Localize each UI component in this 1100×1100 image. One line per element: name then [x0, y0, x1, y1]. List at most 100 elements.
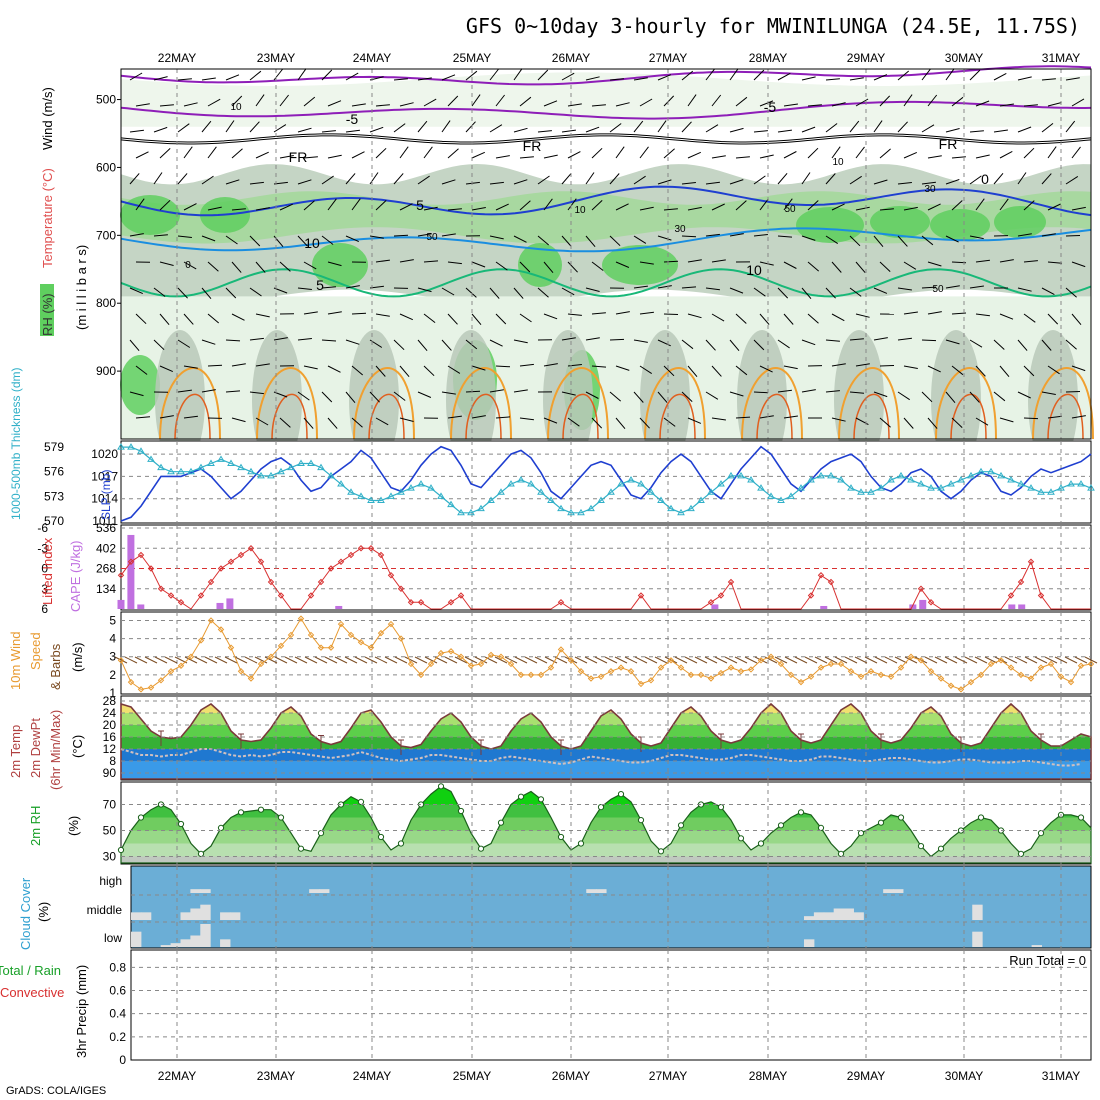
- wind-barb: [154, 656, 168, 664]
- wind-barb: [1071, 313, 1082, 326]
- rh-point: [737, 835, 745, 842]
- wind-barb: [711, 203, 725, 211]
- wind-barb: [1047, 102, 1062, 107]
- rh-point: [657, 848, 665, 855]
- wind-barb: [519, 261, 531, 273]
- wind-barb: [441, 233, 456, 237]
- wind-barb: [1023, 260, 1038, 263]
- wind-barb: [711, 365, 722, 377]
- rh-point: [857, 830, 865, 837]
- wind-barb: [543, 313, 558, 320]
- temp-contour-15: [644, 367, 706, 440]
- wind-barb: [537, 287, 549, 298]
- wind-barb: [873, 337, 888, 341]
- temp-contour-20: [562, 393, 599, 440]
- wind-barb: [303, 365, 318, 370]
- wind-barb: [945, 391, 956, 404]
- wind-barb: [537, 235, 550, 246]
- wind-barb: [849, 338, 864, 341]
- wind-barb: [825, 339, 840, 342]
- rh-point: [757, 840, 765, 847]
- temp2m-label-2: 2m DewPt: [28, 718, 43, 778]
- thickness-point: [767, 492, 775, 499]
- wind-barb: [681, 286, 697, 289]
- wind-barb: [609, 78, 624, 81]
- rh-moist-region: [120, 195, 180, 235]
- wind-barb: [183, 261, 197, 270]
- wind-barb: [441, 339, 452, 351]
- contour-label: FR: [289, 149, 308, 165]
- wind-barb: [681, 235, 697, 238]
- wind-barb: [464, 656, 478, 664]
- wind-barb: [504, 656, 518, 664]
- lifted-index-point: [1037, 592, 1045, 599]
- rh2m-panel: 30 50 70 2m RH (%): [28, 781, 1092, 865]
- wind-barb: [465, 70, 478, 81]
- wind-barb: [384, 656, 398, 664]
- wind-barb: [441, 391, 456, 395]
- temp-contour-20: [271, 393, 308, 440]
- wind-speed-point: [647, 677, 655, 684]
- wind-barb: [321, 391, 333, 403]
- wind-barb: [879, 148, 891, 159]
- thickness-point: [617, 480, 625, 487]
- wind-speed-point: [117, 657, 125, 664]
- wind-barb: [423, 206, 438, 211]
- temp-band: [121, 761, 1091, 779]
- contour-label: 10: [230, 102, 242, 113]
- wind-barb: [159, 199, 171, 211]
- wind-barb: [494, 656, 508, 664]
- wind-barb: [694, 656, 708, 664]
- wind-barb: [297, 391, 310, 401]
- wind-barb: [834, 656, 848, 664]
- wind-speed-point: [877, 671, 885, 679]
- wind-barb: [441, 74, 456, 81]
- wind-barb: [585, 235, 596, 248]
- wind-barb: [921, 391, 933, 403]
- wind-speed-point: [587, 675, 595, 682]
- wind-barb: [519, 417, 534, 421]
- wind-barb: [303, 311, 318, 315]
- wind-barb: [945, 128, 960, 133]
- lifted-index-point: [367, 545, 375, 552]
- wind-barb: [663, 208, 678, 211]
- rh-dry-column: [349, 330, 399, 470]
- rh-point: [1037, 830, 1045, 837]
- wind-barb: [393, 123, 406, 133]
- date-label: 31MAY: [1042, 1069, 1080, 1083]
- wind-barb: [423, 313, 436, 323]
- wind-barb: [314, 656, 328, 664]
- wind-barb: [969, 391, 980, 403]
- wind-barb: [663, 417, 676, 427]
- cloud-bar: [586, 889, 597, 893]
- wind-barb: [729, 391, 744, 397]
- wind-speed-point: [497, 653, 505, 660]
- contour-label: 10: [832, 157, 844, 168]
- wind-barb: [567, 313, 582, 316]
- wind-barb: [705, 181, 720, 185]
- wind-barb: [615, 365, 630, 371]
- thickness-point: [267, 471, 275, 479]
- freezing-level-inner: [120, 134, 1092, 144]
- wind-barb: [1064, 656, 1078, 664]
- thickness-point: [737, 471, 745, 479]
- wind-barb: [753, 391, 769, 394]
- lifted-index-point: [457, 592, 465, 599]
- wind-barb: [1047, 146, 1057, 159]
- wind-barb: [254, 656, 268, 664]
- wind-barb: [1084, 656, 1098, 664]
- wind-barb: [615, 102, 630, 107]
- wind-barb: [537, 175, 550, 185]
- wind-barb: [825, 287, 836, 299]
- wind-speed-point: [847, 668, 855, 675]
- wind-barb: [543, 363, 558, 367]
- wind-barb: [513, 127, 528, 133]
- y-tick-label: 500: [96, 93, 116, 107]
- wind-barb: [344, 656, 358, 664]
- wind-barb: [351, 151, 365, 159]
- wind-barb: [897, 121, 908, 133]
- wind-barb: [177, 339, 191, 348]
- thickness-point: [427, 484, 435, 491]
- temp-contour-15: [1032, 367, 1094, 440]
- wind-barb: [284, 656, 298, 664]
